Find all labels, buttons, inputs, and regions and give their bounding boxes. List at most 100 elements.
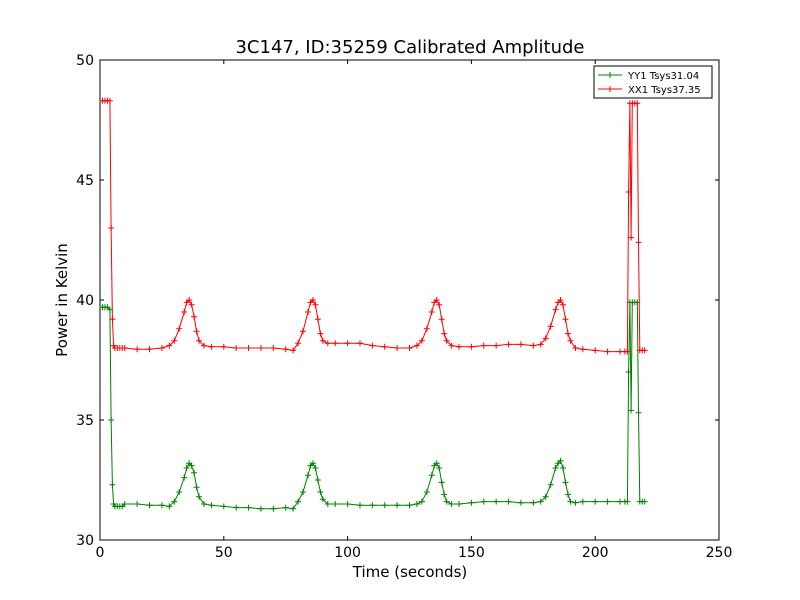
data-point bbox=[193, 484, 200, 491]
data-point bbox=[181, 309, 188, 315]
data-point bbox=[567, 337, 574, 344]
data-point bbox=[530, 499, 537, 506]
data-point bbox=[579, 498, 586, 505]
series-1 bbox=[99, 299, 648, 512]
data-point bbox=[406, 502, 413, 509]
data-point bbox=[441, 330, 448, 337]
data-point bbox=[158, 502, 165, 509]
data-point bbox=[547, 481, 554, 488]
data-point bbox=[579, 346, 586, 353]
y-tick-label: 50 bbox=[76, 53, 94, 69]
data-point bbox=[146, 346, 153, 353]
data-point bbox=[557, 297, 564, 303]
data-point bbox=[181, 474, 188, 481]
data-point bbox=[176, 325, 183, 332]
data-point bbox=[635, 409, 642, 416]
data-point bbox=[332, 340, 339, 347]
data-point bbox=[220, 503, 227, 510]
data-point bbox=[562, 479, 569, 486]
legend: YY1 Tsys31.04 XX1 Tsys37.35 bbox=[593, 65, 713, 99]
data-point bbox=[312, 465, 319, 471]
data-point bbox=[438, 316, 445, 323]
data-point bbox=[624, 348, 631, 355]
y-tick-label: 30 bbox=[76, 533, 94, 549]
data-point bbox=[196, 337, 203, 344]
data-point bbox=[572, 345, 579, 351]
data-point bbox=[193, 328, 200, 335]
data-point bbox=[369, 342, 376, 349]
data-point bbox=[562, 316, 569, 323]
data-point bbox=[324, 501, 331, 507]
data-point bbox=[542, 335, 549, 342]
data-point bbox=[245, 345, 252, 351]
x-axis-label: Time (seconds) bbox=[352, 563, 468, 581]
data-point bbox=[530, 342, 537, 349]
data-point bbox=[344, 501, 351, 507]
data-point bbox=[324, 340, 331, 347]
data-point bbox=[592, 498, 599, 505]
data-point bbox=[200, 501, 207, 507]
data-point bbox=[443, 498, 450, 505]
data-point bbox=[270, 505, 277, 512]
data-point bbox=[171, 498, 178, 505]
data-point bbox=[641, 498, 648, 505]
data-point bbox=[300, 489, 307, 495]
data-point bbox=[295, 498, 302, 505]
data-point bbox=[314, 477, 321, 483]
data-point bbox=[295, 340, 302, 347]
data-point bbox=[572, 499, 579, 506]
data-point bbox=[564, 330, 571, 337]
data-point bbox=[319, 337, 326, 344]
data-point bbox=[436, 465, 443, 471]
data-point bbox=[537, 341, 544, 348]
data-point bbox=[109, 481, 116, 488]
legend-box bbox=[593, 65, 713, 99]
y-axis-label: Power in Kelvin bbox=[53, 243, 71, 357]
data-point bbox=[381, 343, 388, 350]
data-point bbox=[121, 345, 128, 351]
y-tick-label: 35 bbox=[76, 413, 94, 429]
data-point bbox=[304, 472, 311, 479]
data-point bbox=[257, 505, 264, 512]
data-point bbox=[592, 347, 599, 354]
data-point bbox=[537, 498, 544, 505]
data-point bbox=[634, 100, 641, 107]
data-point bbox=[547, 323, 554, 330]
data-point bbox=[413, 342, 420, 349]
data-point bbox=[332, 501, 339, 507]
data-point bbox=[542, 493, 549, 500]
data-point bbox=[552, 465, 559, 471]
data-point bbox=[304, 309, 311, 315]
data-point bbox=[290, 347, 297, 354]
data-point bbox=[356, 340, 363, 347]
x-tick-label: 250 bbox=[706, 545, 733, 561]
data-point bbox=[456, 343, 463, 350]
y-tick-label: 45 bbox=[76, 173, 94, 189]
data-point bbox=[158, 345, 165, 351]
data-point bbox=[428, 309, 435, 315]
x-tick-label: 100 bbox=[334, 545, 361, 561]
data-point bbox=[166, 503, 173, 510]
data-point bbox=[428, 472, 435, 479]
data-point bbox=[146, 502, 153, 509]
data-point bbox=[441, 491, 448, 498]
data-point bbox=[448, 342, 455, 349]
data-point bbox=[505, 341, 512, 348]
data-point bbox=[480, 498, 487, 505]
data-point bbox=[552, 306, 559, 313]
data-point bbox=[641, 347, 648, 354]
data-point bbox=[436, 301, 443, 308]
data-point bbox=[517, 341, 524, 348]
data-point bbox=[456, 501, 463, 507]
data-point bbox=[433, 460, 440, 467]
x-tick-label: 0 bbox=[96, 545, 105, 561]
data-point bbox=[493, 342, 500, 349]
chart-title: 3C147, ID:35259 Calibrated Amplitude bbox=[235, 37, 584, 58]
data-point bbox=[257, 345, 264, 351]
data-point bbox=[134, 501, 141, 507]
data-point bbox=[186, 297, 193, 303]
data-point bbox=[628, 407, 635, 414]
data-point bbox=[270, 345, 277, 351]
data-point bbox=[625, 369, 632, 375]
